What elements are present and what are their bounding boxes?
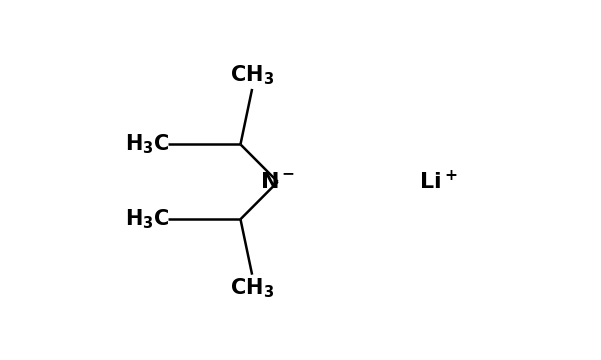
Text: $\mathregular{H_3C}$: $\mathregular{H_3C}$ [125, 132, 169, 156]
Text: $\mathregular{N^-}$: $\mathregular{N^-}$ [260, 172, 295, 192]
Text: $\mathregular{CH_3}$: $\mathregular{CH_3}$ [230, 277, 274, 300]
Text: $\mathregular{CH_3}$: $\mathregular{CH_3}$ [230, 63, 274, 87]
Text: $\mathregular{Li^+}$: $\mathregular{Li^+}$ [419, 170, 457, 193]
Text: $\mathregular{H_3C}$: $\mathregular{H_3C}$ [125, 207, 169, 231]
